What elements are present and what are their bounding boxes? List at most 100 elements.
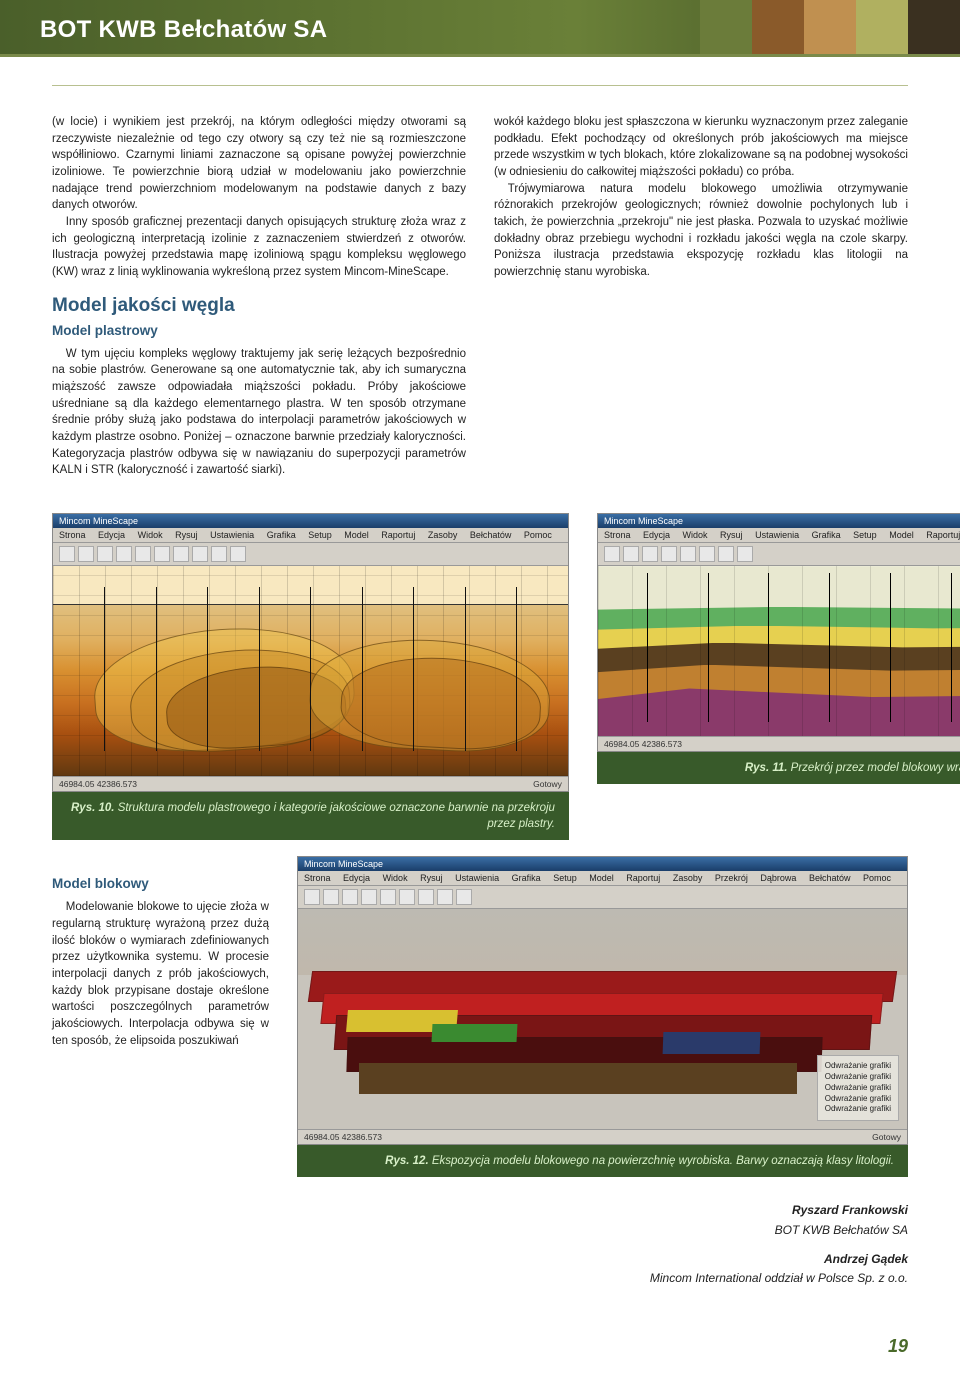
toolbar-btn[interactable] — [456, 889, 472, 905]
menu-item[interactable]: Bełchatów — [470, 530, 512, 540]
status-coords: 46984.05 42386.573 — [304, 1132, 382, 1142]
minescape-window-fig12: Mincom MineScape Strona Edycja Widok Rys… — [297, 856, 908, 1145]
menu-item[interactable]: Zasoby — [673, 873, 703, 883]
figure-10: Mincom MineScape Strona Edycja Widok Rys… — [52, 513, 569, 840]
section-model-jakosci: Model jakości węgla — [52, 295, 466, 317]
toolbar-btn[interactable] — [642, 546, 658, 562]
intro-columns: (w locie) i wynikiem jest przekrój, na k… — [52, 114, 908, 479]
blokowy-p: Modelowanie blokowe to ujęcie złoża w re… — [52, 899, 269, 1049]
status-coords: 46984.05 42386.573 — [604, 739, 682, 749]
menu-item[interactable]: Rysuj — [175, 530, 198, 540]
toolbar-btn[interactable] — [718, 546, 734, 562]
toolbar-btn[interactable] — [661, 546, 677, 562]
toolbar-btn[interactable] — [323, 889, 339, 905]
menu-item[interactable]: Widok — [138, 530, 163, 540]
toolbar-btn[interactable] — [211, 546, 227, 562]
caption-prefix: Rys. 10. — [71, 802, 114, 814]
figure-11-caption: Rys. 11. Przekrój przez model blokowy wr… — [597, 752, 960, 784]
toolbar-btn[interactable] — [116, 546, 132, 562]
bottom-col-left: Model blokowy Modelowanie blokowe to uję… — [52, 870, 269, 1288]
menu-item[interactable]: Edycja — [343, 873, 370, 883]
intro-p2: Inny sposób graficznej prezentacji danyc… — [52, 214, 466, 281]
legend-label: Odwrażanie grafiki — [825, 1104, 891, 1115]
menu-item[interactable]: Grafika — [812, 530, 841, 540]
toolbar-btn[interactable] — [342, 889, 358, 905]
menu-item[interactable]: Strona — [304, 873, 331, 883]
minescape-window-fig11: Mincom MineScape Strona Edycja Widok Rys… — [597, 513, 960, 752]
menu-item[interactable]: Bełchatów — [809, 873, 851, 883]
block-model-3d-surface: Odwrażanie grafikiOdwrażanie grafikiOdwr… — [298, 909, 907, 1129]
window-titlebar: Mincom MineScape — [53, 514, 568, 528]
toolbar-btn[interactable] — [418, 889, 434, 905]
menu-item[interactable]: Ustawienia — [210, 530, 254, 540]
block-model-section: piasekmułekiłwęgle i piaski zawęglonewęg… — [598, 566, 960, 736]
menu-item[interactable]: Widok — [383, 873, 408, 883]
subsection-plastrowy: Model plastrowy — [52, 323, 466, 338]
toolbar-btn[interactable] — [380, 889, 396, 905]
toolbar-btn[interactable] — [737, 546, 753, 562]
menu-item[interactable]: Widok — [683, 530, 708, 540]
toolbar-btn[interactable] — [437, 889, 453, 905]
menu-item[interactable]: Ustawienia — [755, 530, 799, 540]
menu-item[interactable]: Ustawienia — [455, 873, 499, 883]
menu-item[interactable]: Raportuj — [626, 873, 660, 883]
legend-row: Odwrażanie grafiki — [825, 1072, 891, 1083]
menu-item[interactable]: Edycja — [98, 530, 125, 540]
menu-item[interactable]: Setup — [308, 530, 332, 540]
window-titlebar: Mincom MineScape — [598, 514, 960, 528]
figure-11: Mincom MineScape Strona Edycja Widok Rys… — [597, 513, 960, 840]
toolbar-btn[interactable] — [173, 546, 189, 562]
menu-item[interactable]: Pomoc — [863, 873, 891, 883]
author-1-name: Ryszard Frankowski — [297, 1201, 908, 1220]
menu-item[interactable]: Edycja — [643, 530, 670, 540]
menu-item[interactable]: Zasoby — [428, 530, 458, 540]
toolbar-btn[interactable] — [230, 546, 246, 562]
menu-item[interactable]: Setup — [553, 873, 577, 883]
right-p1: wokół każdego bloku jest spłaszczona w k… — [494, 114, 908, 181]
menu-item[interactable]: Model — [889, 530, 914, 540]
figure-12-caption: Rys. 12. Ekspozycja modelu blokowego na … — [297, 1145, 908, 1177]
toolbar-btn[interactable] — [304, 889, 320, 905]
menu-item[interactable]: Model — [589, 873, 614, 883]
toolbar-btn[interactable] — [192, 546, 208, 562]
authors-block: Ryszard Frankowski BOT KWB Bełchatów SA … — [297, 1201, 908, 1288]
plastrowy-p: W tym ujęciu kompleks węglowy traktujemy… — [52, 346, 466, 479]
menu-item[interactable]: Strona — [604, 530, 631, 540]
menu-item[interactable]: Rysuj — [420, 873, 443, 883]
window-toolbar — [598, 543, 960, 566]
toolbar-btn[interactable] — [699, 546, 715, 562]
legend-label: Odwrażanie grafiki — [825, 1083, 891, 1094]
toolbar-btn[interactable] — [623, 546, 639, 562]
menu-item[interactable]: Grafika — [267, 530, 296, 540]
menu-item[interactable]: Dąbrowa — [760, 873, 796, 883]
legend-row: Odwrażanie grafiki — [825, 1104, 891, 1115]
menu-item[interactable]: Raportuj — [926, 530, 960, 540]
window-statusbar: 46984.05 42386.573 Gotowy — [298, 1129, 907, 1144]
toolbar-btn[interactable] — [59, 546, 75, 562]
menu-item[interactable]: Grafika — [512, 873, 541, 883]
caption-text: Przekrój przez model blokowy wraz z otwo… — [791, 762, 960, 774]
menu-item[interactable]: Strona — [59, 530, 86, 540]
menu-item[interactable]: Pomoc — [524, 530, 552, 540]
menu-item[interactable]: Rysuj — [720, 530, 743, 540]
toolbar-btn[interactable] — [97, 546, 113, 562]
toolbar-btn[interactable] — [135, 546, 151, 562]
right-p2: Trójwymiarowa natura modelu blokowego um… — [494, 181, 908, 281]
menu-item[interactable]: Model — [344, 530, 369, 540]
toolbar-btn[interactable] — [604, 546, 620, 562]
intro-col-left: (w locie) i wynikiem jest przekrój, na k… — [52, 114, 466, 479]
toolbar-btn[interactable] — [154, 546, 170, 562]
status-coords: 46984.05 42386.573 — [59, 779, 137, 789]
toolbar-btn[interactable] — [78, 546, 94, 562]
toolbar-btn[interactable] — [399, 889, 415, 905]
menu-item[interactable]: Raportuj — [381, 530, 415, 540]
legend-label: Odwrażanie grafiki — [825, 1094, 891, 1105]
menu-item[interactable]: Setup — [853, 530, 877, 540]
figure-row-mid: Mincom MineScape Strona Edycja Widok Rys… — [52, 499, 908, 850]
status-ready: Gotowy — [872, 1132, 901, 1142]
toolbar-btn[interactable] — [361, 889, 377, 905]
intro-p1: (w locie) i wynikiem jest przekrój, na k… — [52, 114, 466, 214]
toolbar-btn[interactable] — [680, 546, 696, 562]
menu-item[interactable]: Przekrój — [715, 873, 748, 883]
window-menubar: Strona Edycja Widok Rysuj Ustawienia Gra… — [598, 528, 960, 543]
